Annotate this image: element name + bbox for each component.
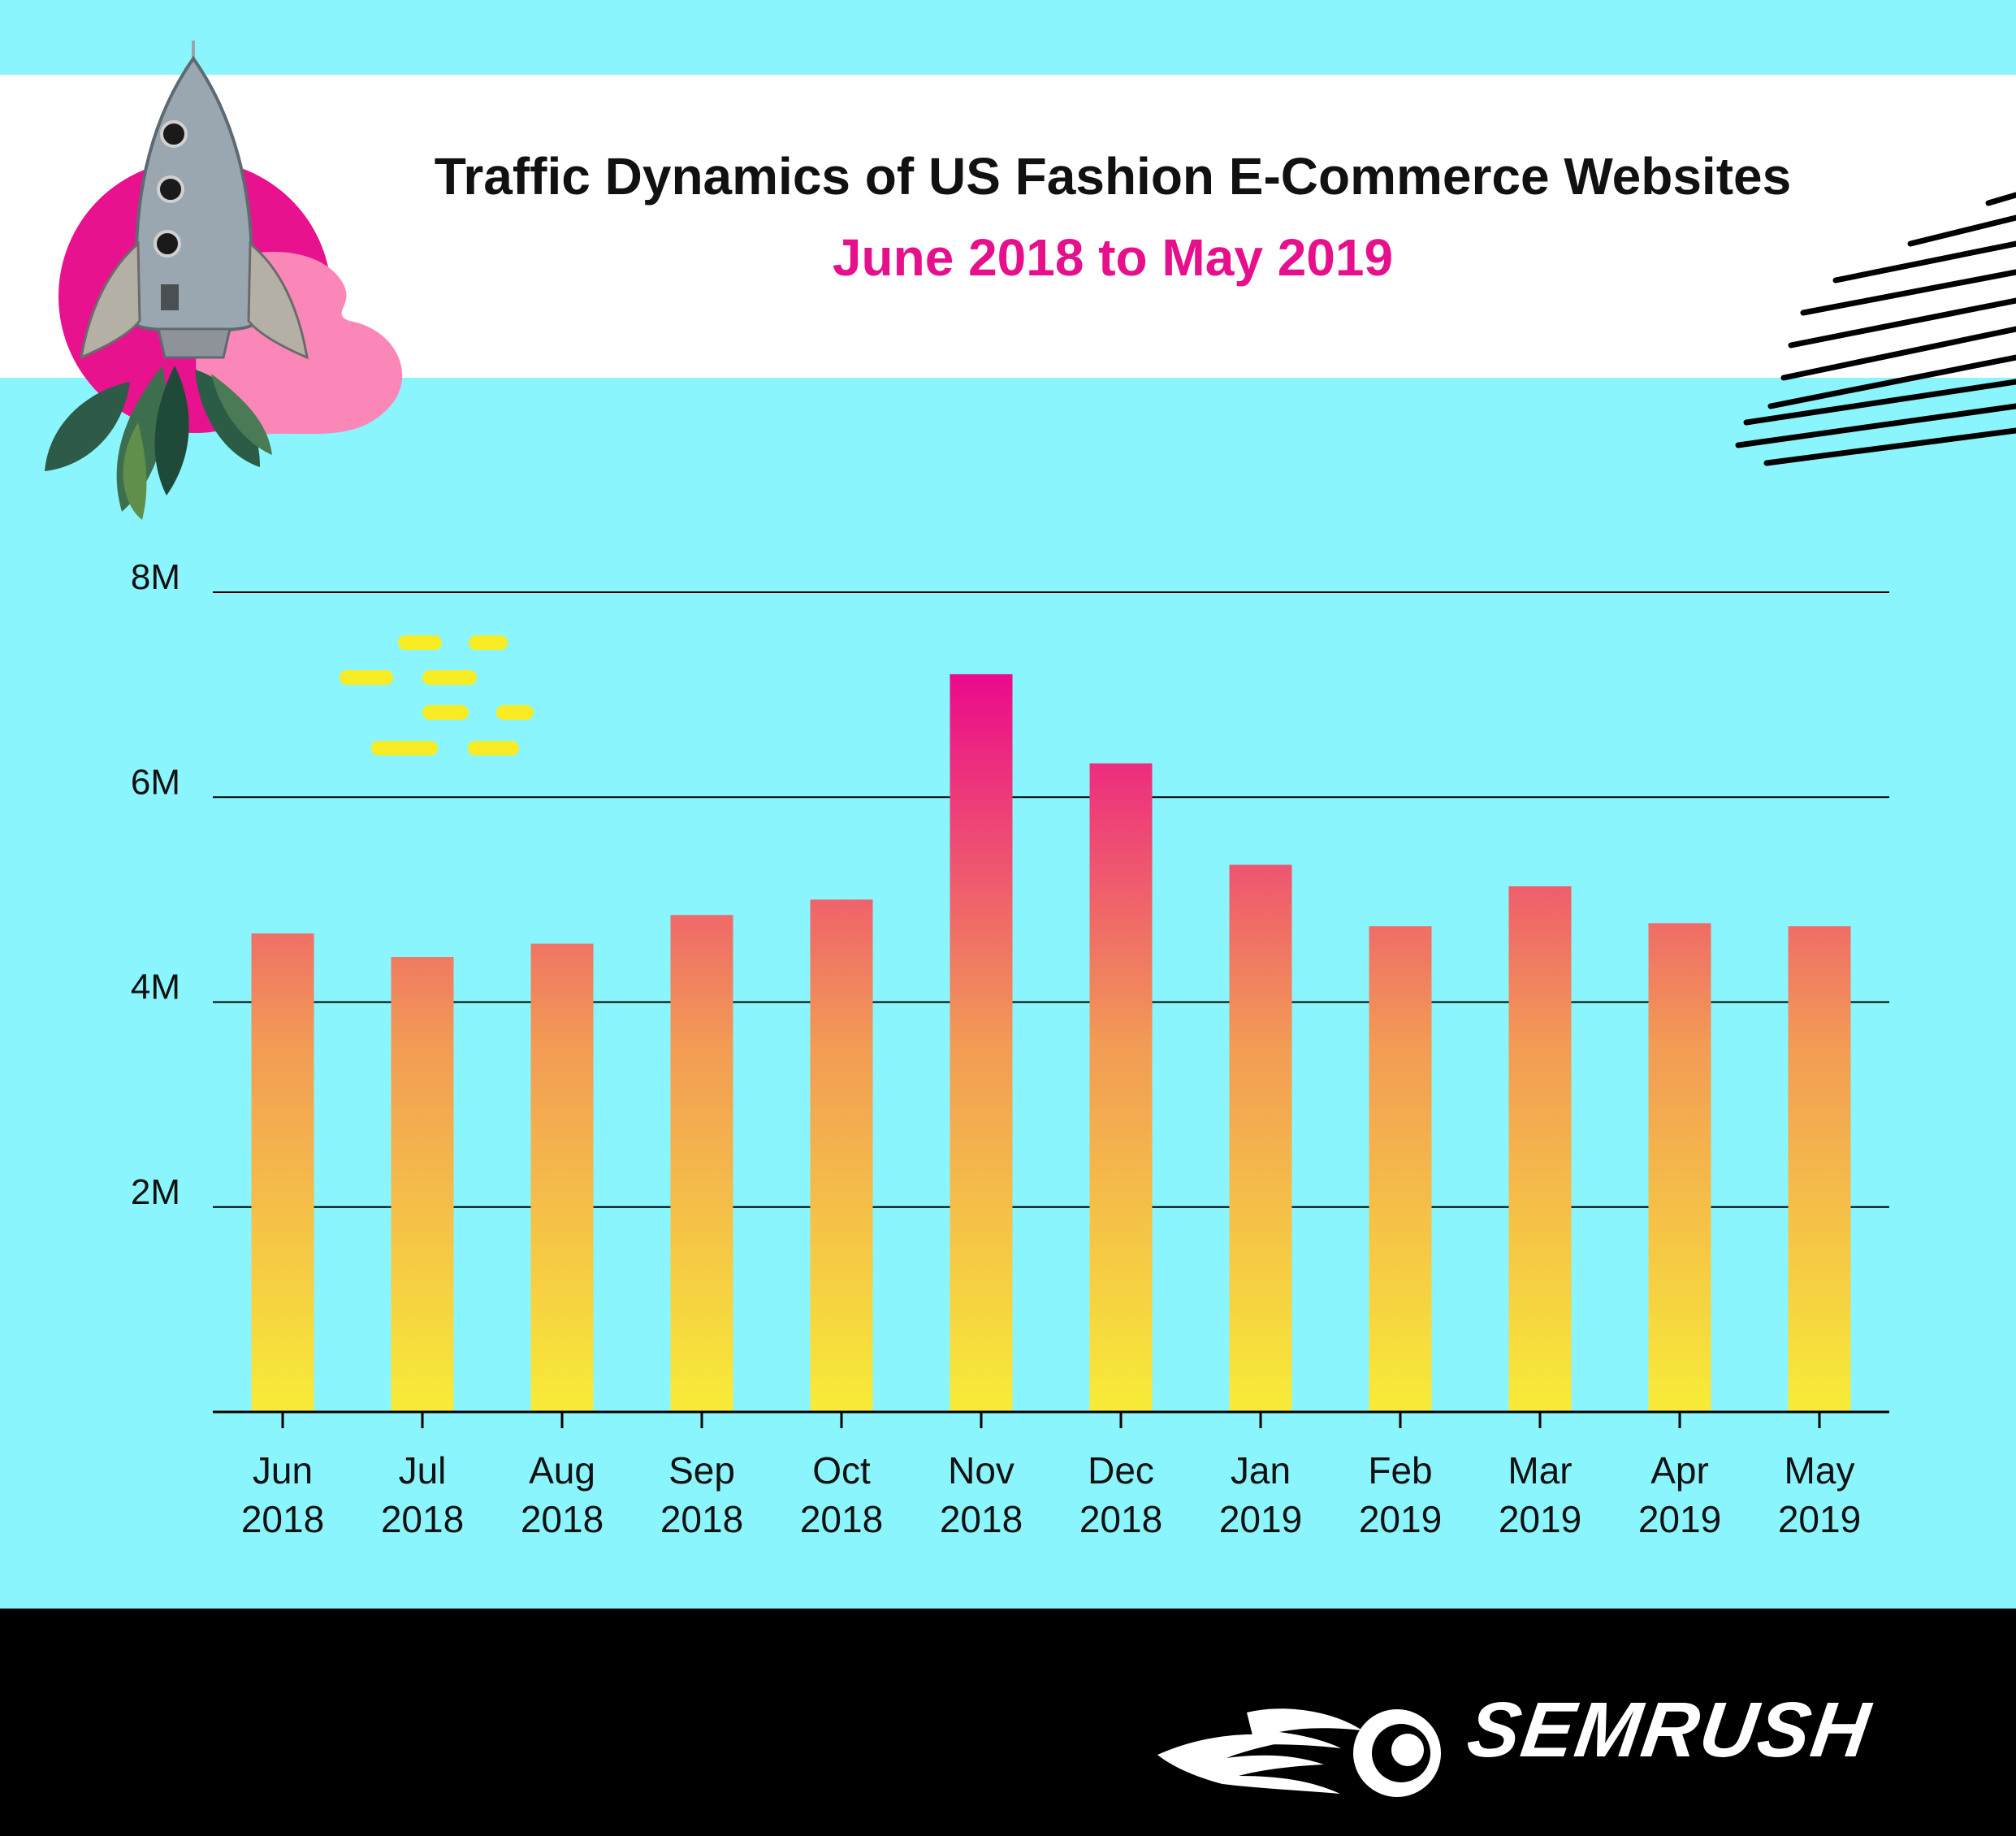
x-axis [213,1410,1889,1428]
bar [391,957,454,1412]
leaves-decoration [45,366,272,520]
x-tick-label-year: 2018 [521,1498,604,1540]
bar [810,899,873,1412]
bar [950,673,1013,1412]
x-tick-label-year: 2019 [1638,1498,1721,1540]
bar [1089,763,1153,1412]
x-tick-label-year: 2018 [800,1498,883,1540]
y-tick-label: 8M [131,557,180,597]
x-tick-label-year: 2019 [1219,1498,1302,1540]
bar-chart: 8M 6M 4M 2M Jun 2018 Jul 2018 Aug 2018 Sep 2018 Oct… [131,557,1889,1540]
x-tick-label-month: May [1785,1449,1855,1492]
x-tick-label-year: 2019 [1359,1498,1442,1540]
x-tick-label-month: Nov [948,1449,1014,1492]
x-tick-label-year: 2018 [1079,1498,1162,1540]
x-tick-label-month: Oct [812,1449,871,1492]
x-tick-label-month: Feb [1368,1449,1432,1492]
bar [1369,926,1432,1412]
x-tick-label-month: Apr [1650,1449,1709,1492]
brand-wordmark: SEMRUSH [1462,1687,1876,1773]
bar [1648,923,1711,1412]
black-stripes-decoration [1735,192,2016,466]
x-tick-label-month: Jun [253,1449,313,1492]
x-tick-label-year: 2018 [660,1498,743,1540]
y-tick-label: 4M [131,968,180,1007]
x-tick-label-month: Jan [1231,1449,1291,1492]
bar [670,915,733,1412]
y-tick-label: 2M [131,1172,180,1212]
y-axis-labels: 8M 6M 4M 2M [131,557,180,1212]
bar [1229,864,1292,1412]
x-tick-label-year: 2018 [381,1498,464,1540]
x-tick-label-year: 2018 [241,1498,324,1540]
x-tick-label-month: Jul [399,1449,447,1492]
bar [1508,886,1572,1412]
bars [251,673,1851,1412]
gridlines [213,591,1889,1208]
chart-title: Traffic Dynamics of US Fashion E-Commerc… [434,147,1792,206]
bar [251,933,314,1412]
chart-subtitle: June 2018 to May 2019 [832,228,1394,287]
decorations [45,41,2016,756]
yellow-dashes-decoration [340,635,534,756]
rocket-decoration [80,41,309,360]
x-tick-label-month: Mar [1508,1449,1572,1492]
x-axis-labels: Jun 2018 Jul 2018 Aug 2018 Sep 2018 Oct 2018 Nov 20… [241,1449,1861,1540]
x-tick-label-year: 2018 [940,1498,1023,1540]
x-tick-label-month: Dec [1088,1449,1154,1492]
flaming-ball-logo-icon [1157,1708,1441,1797]
x-tick-label-year: 2019 [1499,1498,1581,1540]
x-tick-label-year: 2019 [1778,1498,1861,1540]
footer-bar [0,1609,2016,1836]
x-tick-label-month: Aug [529,1449,595,1492]
x-tick-label-month: Sep [668,1449,735,1492]
bar [530,943,594,1412]
y-tick-label: 6M [131,762,180,802]
bar [1788,926,1851,1412]
